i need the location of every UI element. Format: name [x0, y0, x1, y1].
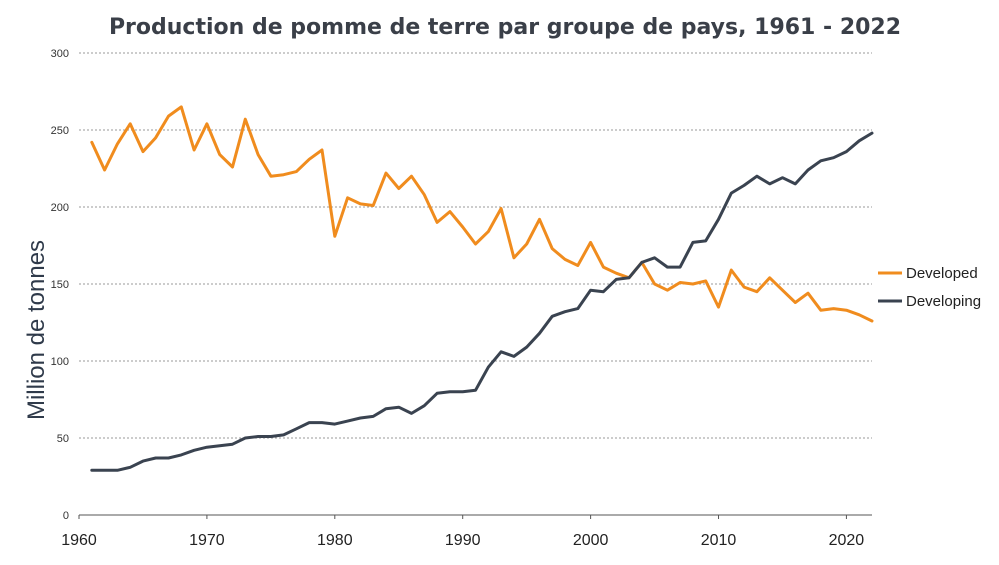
- y-tick-label: 0: [63, 510, 69, 522]
- series-line-developing: [90, 131, 874, 472]
- y-tick-label: 100: [51, 356, 69, 368]
- y-axis-label: Million de tonnes: [23, 240, 50, 420]
- x-tick-label: 2000: [573, 532, 609, 549]
- x-tick-label: 1960: [61, 532, 97, 549]
- y-tick-label: 50: [57, 433, 69, 445]
- series-line-developed: [90, 105, 874, 323]
- x-tick-label: 2020: [829, 532, 865, 549]
- x-tick-label: 1970: [189, 532, 225, 549]
- gridlines: [79, 52, 872, 516]
- y-tick-label: 250: [51, 125, 69, 137]
- legend: Developed Developing: [878, 265, 981, 310]
- y-axis-ticks: 0 50 100 150 200 250 300: [51, 48, 69, 522]
- y-tick-label: 200: [51, 202, 69, 214]
- series-lines: [90, 105, 874, 472]
- x-tick-label: 2010: [701, 532, 737, 549]
- legend-label-developing: Developing: [906, 293, 981, 310]
- x-axis-ticks: 1960 1970 1980 1990 2000 2010 2020: [61, 515, 864, 549]
- y-tick-label: 300: [51, 48, 69, 60]
- x-tick-label: 1980: [317, 532, 353, 549]
- y-tick-label: 150: [51, 279, 69, 291]
- legend-label-developed: Developed: [906, 265, 978, 282]
- x-tick-label: 1990: [445, 532, 481, 549]
- chart-title: Production de pomme de terre par groupe …: [109, 15, 901, 40]
